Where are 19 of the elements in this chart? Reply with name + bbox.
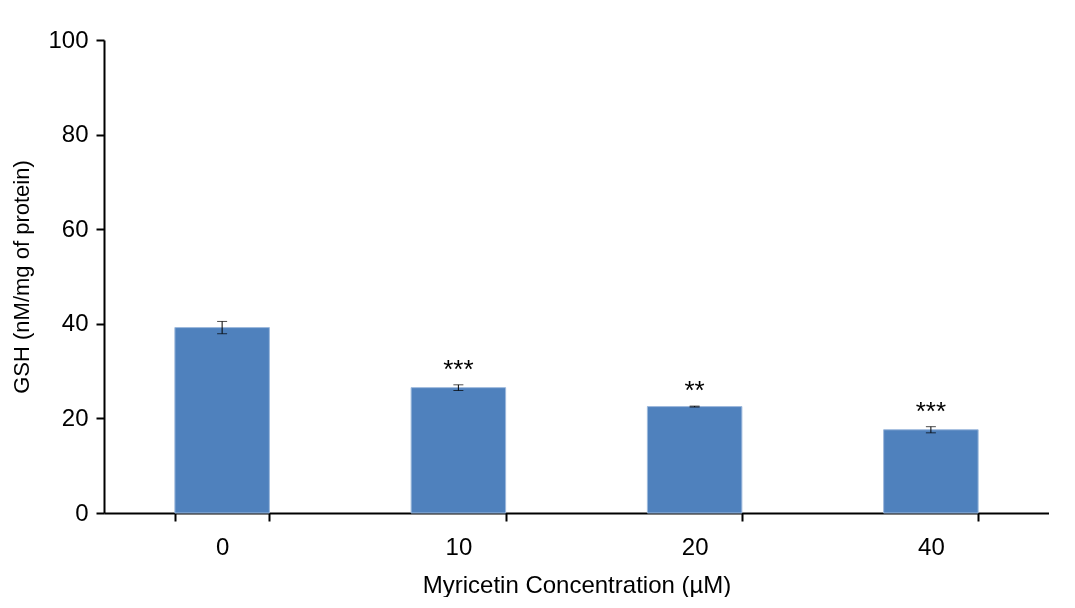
annotation: *** (915, 395, 947, 426)
y-tick-label: 80 (61, 120, 89, 148)
y-axis-title: GSH (nM/mg of protein) (9, 160, 35, 394)
bar (174, 327, 270, 514)
y-tick-label: 0 (75, 498, 89, 526)
y-tick-label: 20 (61, 403, 89, 431)
x-tick-label: 10 (445, 532, 473, 560)
y-tick-label: 100 (48, 25, 89, 53)
annotation: ** (684, 375, 705, 406)
y-tick-label: 40 (61, 309, 89, 337)
bar (883, 429, 979, 514)
bar (646, 406, 743, 514)
x-tick-label: 40 (918, 532, 945, 560)
y-tick-label: 60 (61, 214, 89, 242)
x-axis-title: Myricetin Concentration (µM) (422, 570, 732, 598)
x-tick-label: 0 (215, 532, 230, 560)
annotation: *** (443, 353, 474, 384)
x-tick-label: 20 (681, 532, 709, 560)
bar (410, 387, 507, 514)
